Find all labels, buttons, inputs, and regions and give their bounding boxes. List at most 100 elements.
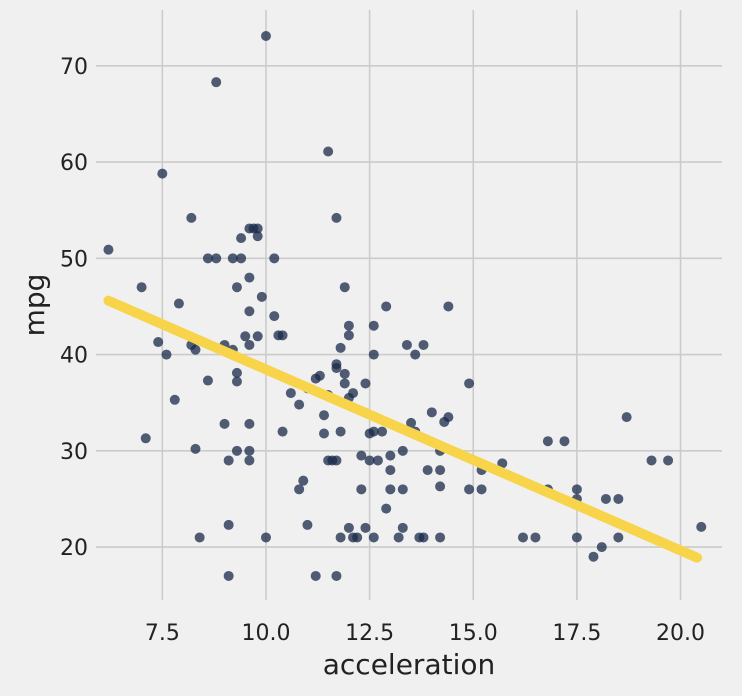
data-point	[231, 445, 242, 456]
data-point	[410, 349, 421, 360]
data-point	[298, 475, 309, 486]
data-point	[260, 30, 271, 41]
data-point	[252, 223, 263, 234]
data-point	[435, 481, 446, 492]
data-point	[397, 522, 408, 533]
data-point	[368, 426, 379, 437]
data-point	[302, 519, 313, 530]
data-point	[406, 417, 417, 428]
data-point	[385, 484, 396, 495]
data-point	[335, 426, 346, 437]
data-point	[339, 378, 350, 389]
y-axis-label: mpg	[18, 274, 51, 337]
data-point	[310, 570, 321, 581]
data-point	[244, 445, 255, 456]
data-point	[277, 426, 288, 437]
data-point	[352, 532, 363, 543]
data-point	[194, 532, 205, 543]
data-point	[231, 282, 242, 293]
data-point	[211, 77, 222, 88]
data-point	[381, 301, 392, 312]
y-tick-label: 20	[60, 536, 88, 561]
data-point	[140, 433, 151, 444]
data-point	[368, 349, 379, 360]
data-point	[223, 519, 234, 530]
data-point	[571, 532, 582, 543]
data-point	[542, 436, 553, 447]
data-point	[202, 253, 213, 264]
data-point	[360, 522, 371, 533]
data-point	[323, 146, 334, 157]
y-tick-label: 40	[60, 344, 88, 369]
y-tick-label: 50	[60, 247, 88, 272]
y-axis-ticks: 20 30 40 50 60 70	[60, 55, 88, 561]
data-point	[202, 375, 213, 386]
data-point	[190, 443, 201, 454]
data-point	[663, 455, 674, 466]
data-point	[368, 532, 379, 543]
data-point	[426, 407, 437, 418]
fit-line	[103, 295, 703, 563]
data-point	[377, 426, 388, 437]
data-point	[277, 330, 288, 341]
data-point	[530, 532, 541, 543]
data-point	[244, 306, 255, 317]
y-tick-label: 70	[60, 55, 88, 80]
data-point	[103, 244, 114, 255]
data-point	[364, 455, 375, 466]
data-point	[596, 542, 607, 553]
data-point	[285, 388, 296, 399]
data-point	[331, 212, 342, 223]
x-tick-label: 12.5	[345, 621, 394, 646]
data-point	[397, 484, 408, 495]
data-point	[319, 410, 330, 421]
data-point	[269, 311, 280, 322]
data-point	[464, 484, 475, 495]
data-point	[518, 532, 529, 543]
data-point	[559, 436, 570, 447]
data-points	[103, 30, 707, 581]
data-point	[331, 455, 342, 466]
data-point	[169, 394, 180, 405]
data-point	[240, 331, 251, 342]
data-point	[393, 532, 404, 543]
data-point	[435, 532, 446, 543]
data-point	[236, 233, 247, 244]
data-point	[252, 331, 263, 342]
data-point	[368, 320, 379, 331]
data-point	[231, 367, 242, 378]
data-point	[646, 455, 657, 466]
y-tick-label: 30	[60, 440, 88, 465]
data-point	[294, 484, 305, 495]
data-point	[256, 291, 267, 302]
data-point	[153, 337, 164, 348]
data-point	[314, 370, 325, 381]
x-axis-label: acceleration	[323, 648, 495, 681]
data-point	[223, 570, 234, 581]
data-point	[339, 368, 350, 379]
data-point	[219, 418, 230, 429]
data-point	[211, 253, 222, 264]
data-point	[422, 465, 433, 476]
data-point	[343, 522, 354, 533]
data-point	[319, 428, 330, 439]
data-point	[613, 493, 624, 504]
data-point	[244, 455, 255, 466]
data-point	[339, 282, 350, 293]
data-point	[696, 521, 707, 532]
data-point	[173, 298, 184, 309]
data-point	[476, 484, 487, 495]
data-point	[356, 450, 367, 461]
data-point	[244, 272, 255, 283]
data-point	[335, 342, 346, 353]
data-point	[435, 465, 446, 476]
data-point	[136, 282, 147, 293]
data-point	[236, 253, 247, 264]
data-point	[443, 301, 454, 312]
data-point	[294, 399, 305, 410]
data-point	[397, 445, 408, 456]
data-point	[331, 570, 342, 581]
data-point	[360, 378, 371, 389]
